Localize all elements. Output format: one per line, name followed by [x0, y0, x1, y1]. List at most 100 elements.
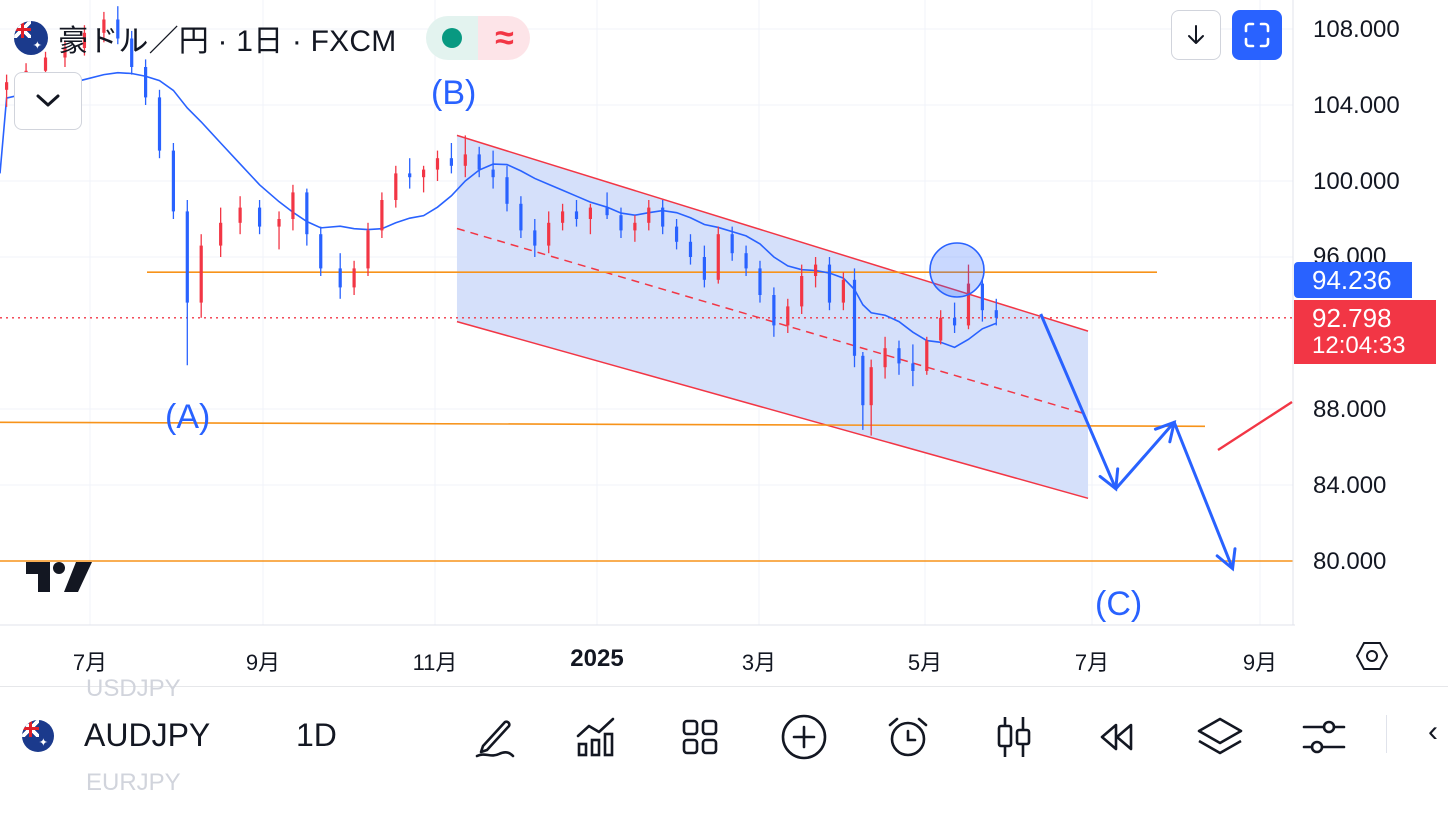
price-axis-label: 80.000 — [1313, 548, 1387, 575]
candle-body — [897, 348, 901, 364]
price-axis-label: 104.000 — [1313, 92, 1400, 119]
candle-body — [5, 82, 9, 90]
last-price-tag: 92.798 12:04:33 — [1294, 300, 1436, 364]
candle-body — [852, 279, 857, 356]
candle-body — [800, 276, 804, 307]
price-chart[interactable] — [0, 0, 1448, 686]
candle-body — [449, 158, 453, 166]
candle-body — [319, 234, 323, 269]
candle-body — [547, 222, 551, 246]
candles-icon — [997, 717, 1031, 757]
candle-body — [171, 150, 175, 212]
candle-body — [394, 173, 398, 200]
settings-sliders-icon — [1302, 720, 1346, 754]
candle-body — [994, 310, 998, 318]
candle-body — [661, 207, 665, 227]
chart-overlays — [0, 134, 1293, 562]
arrow-head — [1153, 419, 1177, 444]
australia-flag-icon — [22, 720, 54, 752]
time-axis-label: 7月 — [72, 650, 108, 675]
price-axis-label: 84.000 — [1313, 472, 1387, 499]
wave-label-c[interactable]: (C) — [1095, 585, 1143, 623]
candle-body — [144, 67, 148, 98]
fullscreen-icon — [1244, 22, 1270, 48]
candle-body — [574, 211, 579, 219]
candle-body — [619, 215, 623, 231]
wave-label-b[interactable]: (B) — [431, 74, 477, 112]
candle-body — [772, 295, 776, 326]
candle-body — [716, 234, 720, 280]
symbol-title[interactable]: 豪ドル／円 · 1日 · FXCM — [58, 25, 397, 58]
symbol-search-button[interactable]: AUDJPY — [84, 717, 211, 753]
candle-body — [758, 268, 762, 295]
alerts-button[interactable] — [880, 709, 936, 765]
candle-body — [185, 211, 189, 303]
candle-body — [130, 38, 134, 67]
highlight-circle — [929, 242, 985, 298]
fullscreen-button[interactable] — [1232, 10, 1282, 60]
candle-body — [588, 207, 592, 219]
time-axis-label: 9月 — [245, 650, 281, 675]
time-axis-label: 11月 — [412, 650, 458, 675]
toolbar-separator — [1386, 715, 1387, 753]
candle-body — [533, 230, 537, 246]
ghost-symbol-next: EURJPY — [86, 769, 181, 796]
candle-body — [869, 367, 873, 406]
candle-body — [813, 264, 818, 276]
time-axis-label: 5月 — [907, 650, 943, 675]
replay-button[interactable] — [1088, 709, 1144, 765]
time-axis-label-year: 2025 — [570, 645, 624, 672]
horizontal-level-line — [0, 421, 1206, 428]
bar-countdown: 12:04:33 — [1312, 332, 1406, 359]
candle-body — [43, 57, 48, 71]
data-delay-icon: ≈ — [478, 16, 531, 60]
download-button[interactable] — [1171, 10, 1221, 60]
chart-type-button[interactable] — [986, 709, 1042, 765]
price-axis-label: 108.000 — [1313, 16, 1400, 43]
indicators-icon — [576, 717, 615, 757]
candle-body — [633, 222, 637, 231]
channel-lower-line — [456, 320, 1089, 500]
candle-body — [883, 348, 887, 368]
candle-body — [939, 317, 943, 341]
candle-body — [744, 253, 748, 269]
add-icon — [781, 714, 827, 760]
candle-body — [199, 245, 203, 303]
time-axis-label: 9月 — [1242, 650, 1278, 675]
candle-body — [980, 283, 984, 311]
alarm-clock-icon — [888, 717, 928, 757]
time-axis-label: 3月 — [741, 650, 777, 675]
indicators-button[interactable] — [568, 709, 624, 765]
collapse-legend-button[interactable] — [14, 72, 82, 130]
chevron-left-icon[interactable]: ‹ — [1428, 715, 1438, 748]
projection-path — [1039, 313, 1234, 570]
current-price-tag: 94.236 — [1294, 262, 1412, 298]
object-tree-button[interactable] — [1192, 709, 1248, 765]
drawing-tools-button[interactable] — [466, 709, 522, 765]
candle-body — [277, 219, 281, 227]
candle-body — [477, 154, 481, 170]
ghost-symbol-previous: USDJPY — [86, 675, 181, 702]
wave-label-a[interactable]: (A) — [165, 398, 211, 436]
moving-average-path — [0, 71, 997, 349]
settings-button[interactable] — [1296, 709, 1352, 765]
candle-body — [63, 48, 67, 58]
australia-flag-icon — [14, 21, 48, 55]
market-status-pill[interactable]: ≈ — [426, 16, 531, 60]
candle-body — [257, 207, 262, 227]
interval-button[interactable]: 1D — [296, 717, 337, 753]
time-axis-label: 7月 — [1074, 650, 1110, 675]
chart-settings-button[interactable] — [1350, 636, 1394, 676]
replay-icon — [1100, 723, 1133, 751]
tradingview-logo — [26, 560, 92, 599]
moving-average-line — [0, 71, 997, 349]
hexagon-settings-icon — [1355, 642, 1389, 670]
candle-body — [519, 203, 523, 231]
candle-body — [505, 177, 509, 204]
candle-body — [688, 241, 693, 257]
last-price-value: 92.798 — [1312, 303, 1392, 333]
layout-button[interactable] — [672, 709, 728, 765]
candle-body — [786, 306, 790, 326]
candle-body — [674, 226, 679, 242]
add-button[interactable] — [776, 709, 832, 765]
